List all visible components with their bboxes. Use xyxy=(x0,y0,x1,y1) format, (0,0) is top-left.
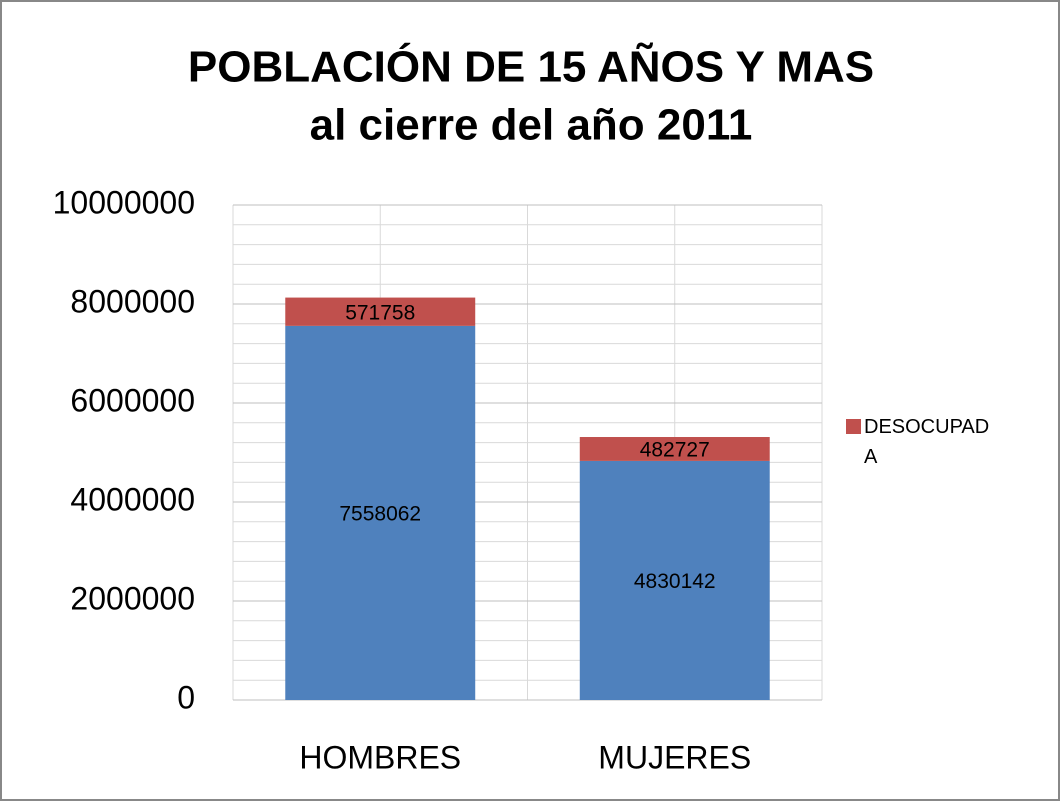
data-label: 482727 xyxy=(640,439,710,462)
y-tick-label: 6000000 xyxy=(70,382,195,418)
data-label: 571758 xyxy=(345,301,415,324)
legend-swatch xyxy=(846,419,861,434)
x-tick-label: HOMBRES xyxy=(299,739,461,775)
bar-segment xyxy=(579,460,770,700)
y-tick-label: 2000000 xyxy=(70,580,195,616)
y-tick-label: 8000000 xyxy=(70,283,195,319)
x-tick-label: MUJERES xyxy=(598,739,751,775)
bar-segment xyxy=(285,297,476,326)
bar-segment xyxy=(285,325,476,700)
y-tick-label: 0 xyxy=(177,679,195,715)
y-tick-label: 10000000 xyxy=(53,184,195,220)
bar-segment xyxy=(579,437,770,461)
chart-title: POBLACIÓN DE 15 AÑOS Y MAS xyxy=(188,42,874,92)
y-tick-label: 4000000 xyxy=(70,481,195,517)
chart-title: al cierre del año 2011 xyxy=(310,101,753,150)
data-label: 4830142 xyxy=(634,570,716,593)
data-label: 7558062 xyxy=(339,502,421,525)
legend-label: DESOCUPADA xyxy=(864,416,990,468)
